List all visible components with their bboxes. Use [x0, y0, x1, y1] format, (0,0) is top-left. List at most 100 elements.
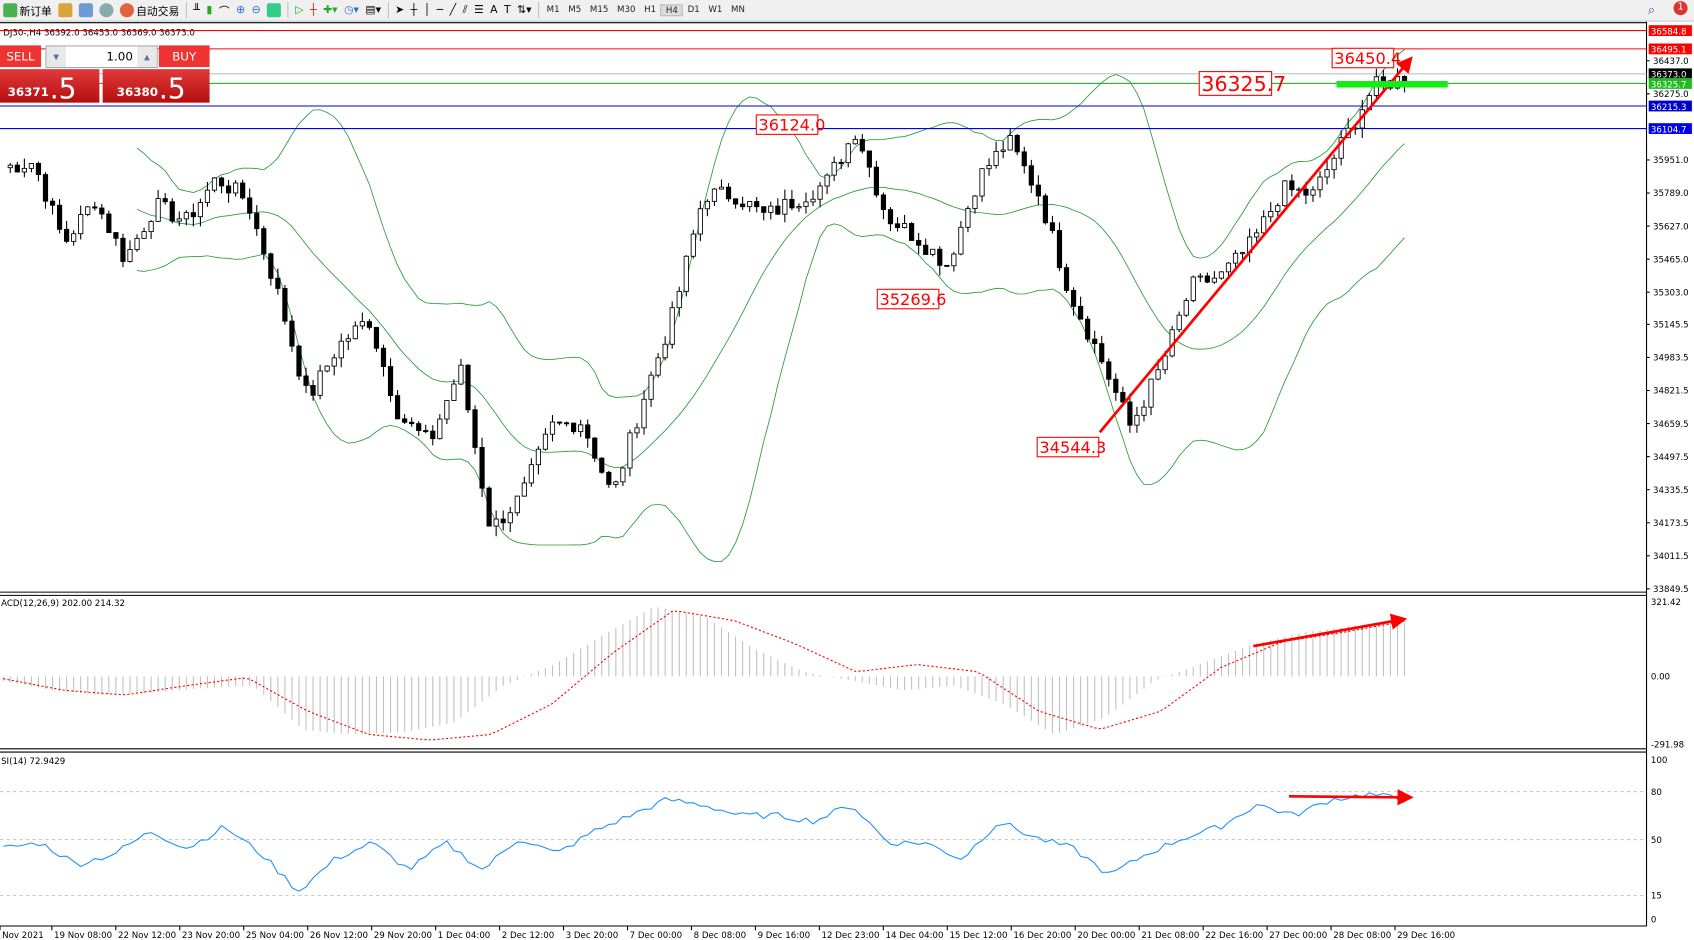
crosshair-button[interactable]: ┼ [407, 1, 420, 19]
candle [704, 199, 710, 217]
candle [183, 210, 189, 226]
candle-body [880, 194, 887, 211]
candle [317, 364, 323, 400]
candle-body [233, 182, 239, 194]
zoom-out-icon: ⊖ [251, 4, 261, 17]
timeframe-m30[interactable]: M30 [617, 4, 636, 15]
candle-body [493, 518, 499, 527]
candle-body [887, 209, 894, 225]
lot-size-input[interactable]: ▼ 1.00 ▲ [45, 45, 158, 69]
tile-button[interactable] [264, 1, 285, 19]
time-tick-label: 15 Dec 12:00 [949, 931, 1007, 940]
candle [986, 158, 992, 176]
timeframe-m1[interactable]: M1 [546, 4, 560, 15]
candle [1106, 358, 1112, 387]
indicators-button[interactable]: ✚▾ [320, 1, 341, 19]
candle-body [578, 424, 584, 433]
candle [923, 238, 929, 255]
signals-button[interactable] [96, 1, 117, 19]
search-icon[interactable]: ⌕ [1647, 2, 1656, 18]
candle-body [796, 206, 802, 209]
time-tick-label: 25 Nov 04:00 [246, 931, 304, 940]
buy-button[interactable]: BUY [158, 45, 210, 67]
candle [944, 264, 950, 267]
buy-price-button[interactable]: 36380.5 [102, 69, 210, 106]
candle-body [810, 198, 816, 203]
notification-badge[interactable]: 1 [1673, 1, 1688, 16]
candle-body [1275, 205, 1281, 212]
candle [282, 285, 288, 325]
candle [1289, 174, 1295, 197]
candle-body [303, 375, 309, 386]
arrows-button[interactable]: ⇅▾ [514, 1, 535, 19]
annotation-box [1036, 436, 1100, 458]
auto-trading-icon [119, 3, 134, 18]
candle-body [747, 201, 753, 208]
label-button[interactable]: T [501, 1, 514, 19]
candle-body [1092, 338, 1098, 345]
timeframe-w1[interactable]: W1 [708, 4, 723, 15]
timeframe-m5[interactable]: M5 [568, 4, 582, 15]
macd-axis-label: -291.98 [1651, 741, 1684, 751]
candle [549, 415, 556, 442]
candle-body [873, 166, 879, 196]
candle [56, 199, 63, 234]
chart-area[interactable]: DJ30-,H4 36392.0 36453.0 36369.0 36373.0… [0, 21, 1694, 940]
history-button[interactable] [55, 1, 76, 19]
candle-body [528, 464, 534, 484]
candle [1099, 335, 1105, 364]
fibo-button[interactable]: ☰ [471, 1, 487, 19]
price-annotation: 34544.3 [1036, 436, 1106, 458]
chart-shift-button[interactable]: ┼ [307, 1, 320, 19]
price-level-label: 36584.8 [1651, 27, 1687, 37]
candle-chart-button[interactable]: ▮ [203, 1, 215, 19]
time-tick-label: 12 Dec 23:00 [822, 931, 880, 940]
price-level-tag [1648, 25, 1692, 36]
chart-background [0, 21, 1694, 940]
candle-body [1000, 149, 1006, 152]
periods-button[interactable]: ◷▾ [341, 1, 362, 19]
candle-body [317, 370, 323, 396]
candle-body [1254, 232, 1260, 238]
lot-increase-icon[interactable]: ▲ [137, 46, 157, 67]
lot-decrease-icon[interactable]: ▼ [46, 46, 66, 67]
timeframe-h1[interactable]: H1 [644, 4, 657, 15]
market-button[interactable] [76, 1, 97, 19]
candle-body [556, 421, 563, 424]
price-tick-label: 35627.0 [1653, 222, 1689, 232]
cursor-button[interactable]: ➤ [392, 1, 408, 19]
timeframe-d1[interactable]: D1 [687, 4, 700, 15]
line-chart-button[interactable]: ⌒ [216, 1, 233, 19]
bar-chart-button[interactable]: ╨ [190, 1, 203, 19]
candle [1148, 378, 1154, 416]
macd-label: ACD(12,26,9) 202.00 214.32 [1, 599, 125, 609]
candle [901, 214, 908, 229]
text-button[interactable]: A [487, 1, 501, 19]
candle-body [1197, 275, 1203, 278]
candle-body [155, 198, 161, 222]
templates-button[interactable]: ▤▾ [362, 1, 384, 19]
vertical-line-button[interactable]: │ [420, 1, 433, 19]
timeframe-mn[interactable]: MN [731, 4, 745, 15]
horizontal-line-button[interactable]: ─ [433, 1, 446, 19]
sell-price-button[interactable]: 36371.5 [0, 69, 100, 106]
candle [289, 315, 295, 352]
zoom-out-button[interactable]: ⊖ [248, 1, 264, 19]
sell-button[interactable]: SELL [0, 45, 42, 67]
trendline-button[interactable]: ╱ [446, 1, 459, 19]
candle-body [1380, 76, 1386, 82]
new-order-button[interactable]: 新订单 [0, 1, 55, 19]
candle-body [416, 423, 422, 431]
candle-body [782, 198, 788, 215]
price-tick-label: 34335.5 [1653, 486, 1689, 496]
candle-body [1148, 378, 1154, 408]
timeframe-m15[interactable]: M15 [589, 4, 609, 15]
indicators-icon: ✚▾ [323, 4, 338, 17]
channel-button[interactable]: ⫽ [459, 1, 470, 19]
zoom-in-button[interactable]: ⊕ [233, 1, 249, 19]
auto-trading-button[interactable]: 自动交易 [117, 1, 183, 19]
timeframe-h4[interactable]: H4 [660, 4, 684, 17]
trendline-icon: ╱ [449, 4, 457, 17]
autoscroll-button[interactable]: ▷ [292, 1, 307, 19]
